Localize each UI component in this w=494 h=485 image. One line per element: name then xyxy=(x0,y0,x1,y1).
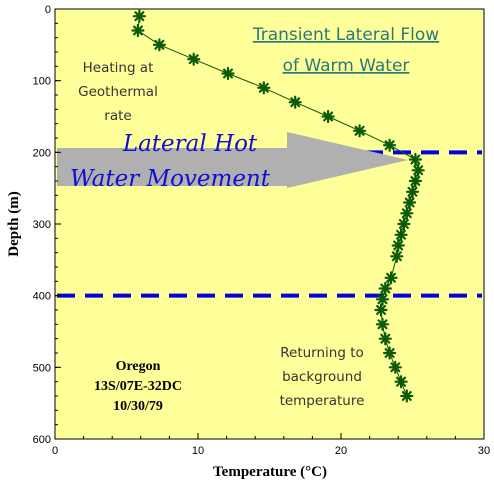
x-tick-label: 0 xyxy=(52,445,58,457)
data-point xyxy=(187,52,201,66)
y-tick-label: 100 xyxy=(33,76,51,88)
data-point xyxy=(131,23,145,38)
data-point xyxy=(375,317,390,331)
data-point xyxy=(411,163,425,177)
data-point xyxy=(394,228,408,242)
data-point xyxy=(378,281,392,296)
y-axis-title: Depth (m) xyxy=(6,191,22,256)
data-point xyxy=(378,332,392,346)
x-tick-label: 10 xyxy=(192,445,204,457)
site-label-line-3: 10/30/79 xyxy=(113,399,163,414)
data-point xyxy=(353,124,367,138)
x-tick-label: 20 xyxy=(335,445,347,457)
data-point xyxy=(257,81,271,95)
data-point xyxy=(408,174,422,188)
data-point xyxy=(152,38,166,52)
y-tick-label: 0 xyxy=(45,4,51,16)
data-point xyxy=(383,346,397,360)
returning-annotation-line-3: temperature xyxy=(280,393,365,409)
plot-area xyxy=(54,8,485,440)
data-point xyxy=(397,217,411,231)
site-label-line-2: 13S/07E-32DC xyxy=(94,379,182,394)
data-point xyxy=(403,195,417,210)
returning-annotation-line-2: background xyxy=(282,369,362,385)
lateral-flow-arrow-body xyxy=(57,148,289,186)
y-tick-label: 500 xyxy=(33,362,51,374)
data-point xyxy=(288,95,302,109)
data-point xyxy=(408,152,422,167)
y-tick-label: 200 xyxy=(33,147,51,159)
chart-title-line-1: Transient Lateral Flow xyxy=(252,25,439,45)
data-point xyxy=(390,249,404,263)
chart-title-line-2: of Warm Water xyxy=(283,56,410,76)
data-point xyxy=(400,389,414,403)
data-point xyxy=(321,109,335,124)
data-point xyxy=(221,66,235,81)
lateral-annotation-line-2: Water Movement xyxy=(70,166,271,192)
returning-annotation-line-1: Returning to xyxy=(280,345,364,361)
data-point xyxy=(375,292,390,306)
y-tick-label: 300 xyxy=(33,219,51,231)
data-point xyxy=(132,9,146,23)
data-point xyxy=(383,138,397,152)
data-points xyxy=(131,9,425,403)
x-axis-title: Temperature (°C) xyxy=(213,464,327,480)
y-tick-label: 400 xyxy=(33,291,51,303)
y-axis-ticks: 0 100 200 300 400 500 600 xyxy=(33,4,61,446)
x-axis-ticks: 0 10 20 30 xyxy=(52,433,490,457)
data-point xyxy=(388,360,402,374)
y-tick-label: 600 xyxy=(33,434,51,446)
data-point xyxy=(394,375,408,389)
site-label-line-1: Oregon xyxy=(116,359,161,374)
heating-annotation-line-3: rate xyxy=(104,108,131,124)
data-point xyxy=(374,303,388,317)
heating-annotation-line-1: Heating at xyxy=(83,60,154,76)
heating-annotation-line-2: Geothermal xyxy=(78,84,158,100)
data-point xyxy=(391,238,405,253)
data-point xyxy=(405,185,420,199)
x-tick-label: 30 xyxy=(478,445,490,457)
data-point xyxy=(400,206,414,220)
data-point xyxy=(384,271,398,285)
lateral-annotation-line-1: Lateral Hot xyxy=(122,131,258,157)
